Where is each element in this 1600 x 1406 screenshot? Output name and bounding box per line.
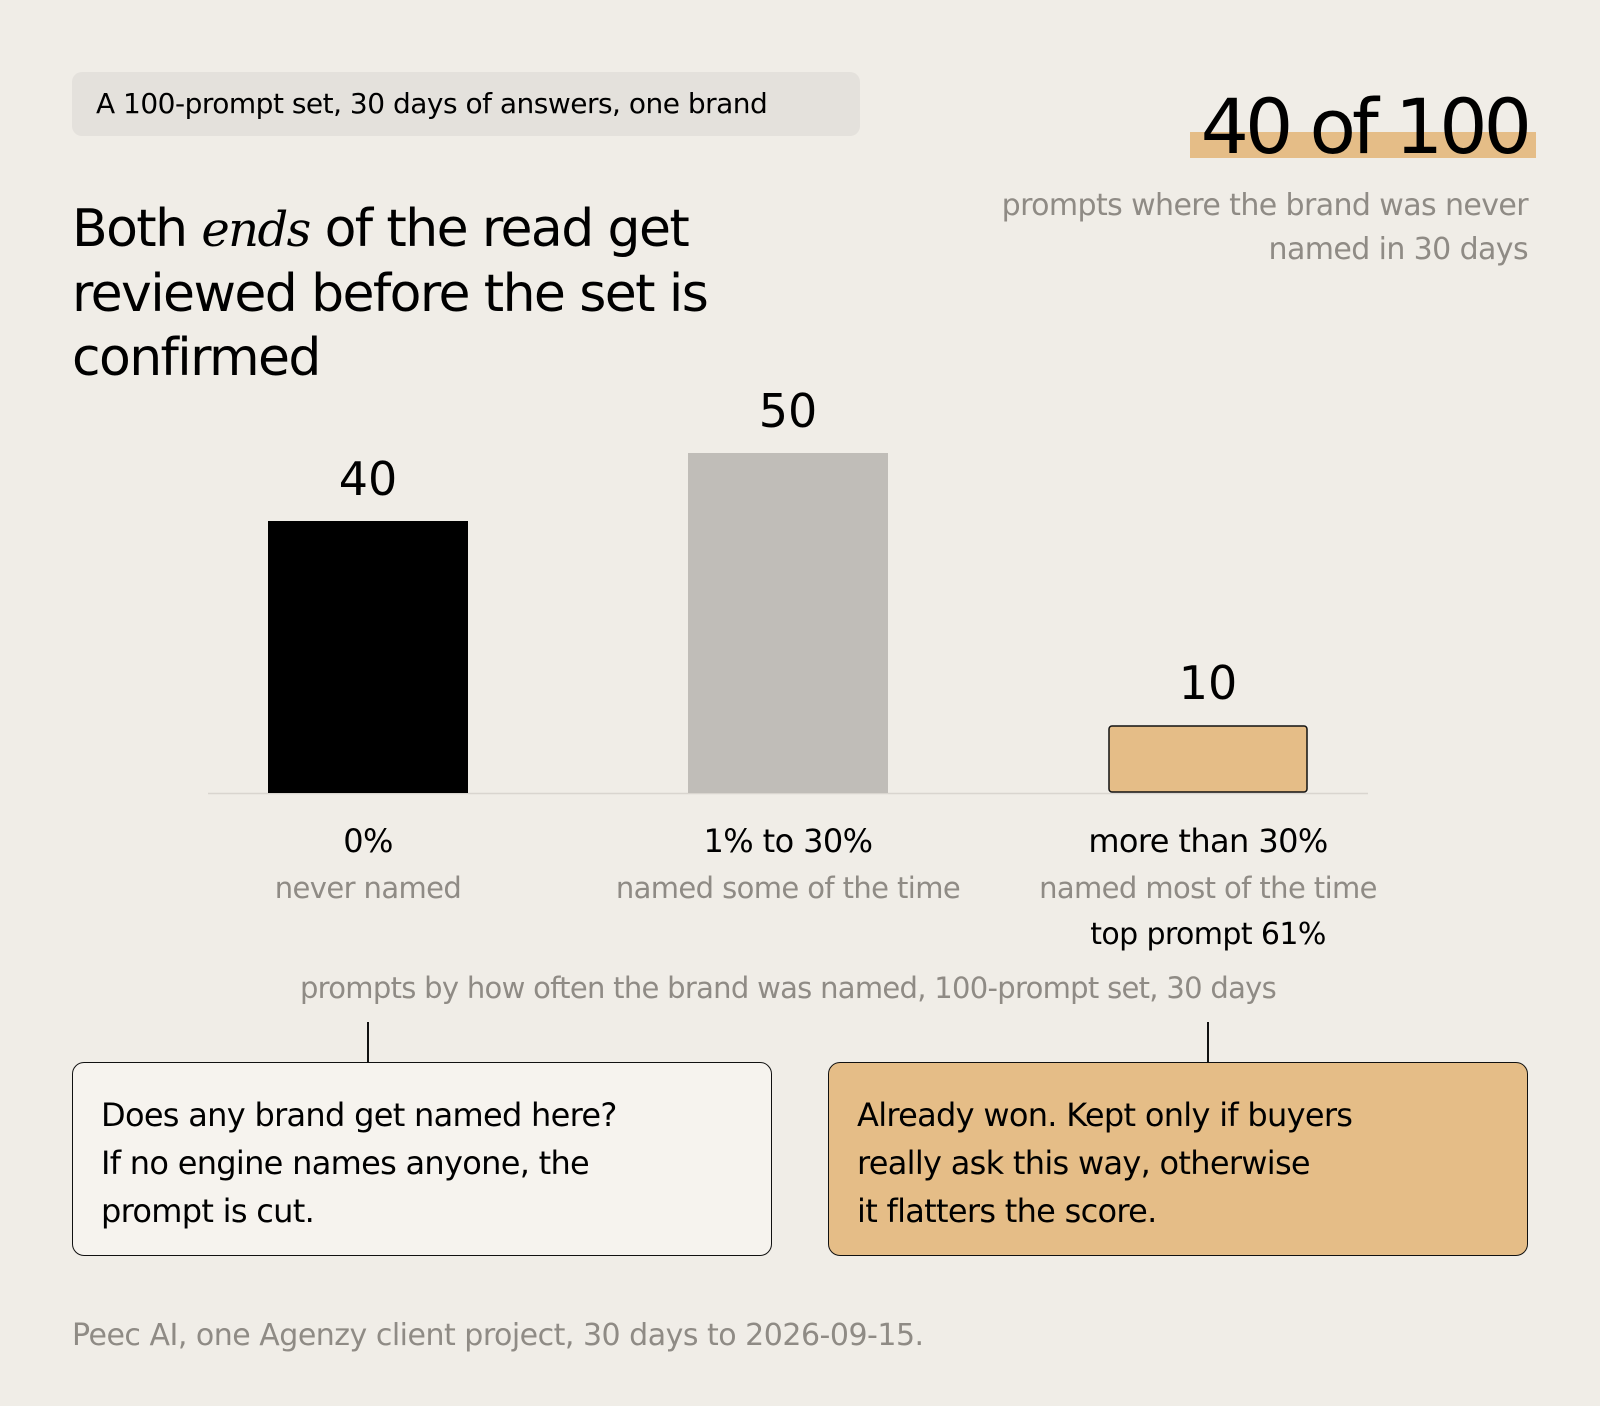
x-axis-label: prompts by how often the brand was named… [300, 971, 1276, 1005]
bar-1 [268, 521, 468, 793]
headline-stat-subtitle: prompts where the brand was never named … [1001, 188, 1529, 267]
connector-right [1207, 1022, 1209, 1062]
category-description: never named [275, 871, 461, 905]
stat-highlight [1190, 132, 1536, 158]
headline-part-1: Both [72, 198, 202, 259]
top-prompt-label: top prompt 61% [1090, 917, 1326, 952]
source-caption: Peec AI, one Agenzy client project, 30 d… [72, 1318, 924, 1353]
bar-2 [688, 453, 888, 793]
connector-left [367, 1022, 369, 1062]
note-line: Does any brand get named here? [101, 1096, 617, 1134]
note-line: it flatters the score. [857, 1192, 1157, 1230]
note-never-named: Does any brand get named here? If no eng… [72, 1062, 772, 1256]
category-description: named most of the time [1039, 871, 1377, 905]
category-label: 0% [343, 822, 393, 860]
headline-stat: 40 of 100 [1200, 82, 1532, 171]
bar-chart: 40 0% never named 50 1% to 30% named some of … [208, 384, 1378, 1005]
headline-part-2: of the read get reviewed before the set … [72, 198, 709, 388]
note-line: really ask this way, otherwise [857, 1144, 1311, 1182]
headline-emphasis: ends [201, 201, 311, 258]
bar-value-label: 50 [759, 384, 818, 438]
note-line: prompt is cut. [101, 1192, 315, 1230]
note-named-most: Already won. Kept only if buyers really … [828, 1062, 1528, 1256]
category-description: named some of the time [616, 871, 960, 905]
bar-value-label: 40 [339, 452, 398, 506]
context-tag: A 100-prompt set, 30 days of answers, on… [72, 72, 860, 136]
bar-3 [1108, 725, 1308, 793]
headline: Both ends of the read get reviewed befor… [72, 197, 772, 390]
note-line: Already won. Kept only if buyers [857, 1096, 1353, 1134]
note-line: If no engine names anyone, the [101, 1144, 590, 1182]
bar-value-label: 10 [1179, 656, 1238, 710]
category-label: 1% to 30% [704, 822, 873, 860]
category-label: more than 30% [1088, 822, 1327, 860]
